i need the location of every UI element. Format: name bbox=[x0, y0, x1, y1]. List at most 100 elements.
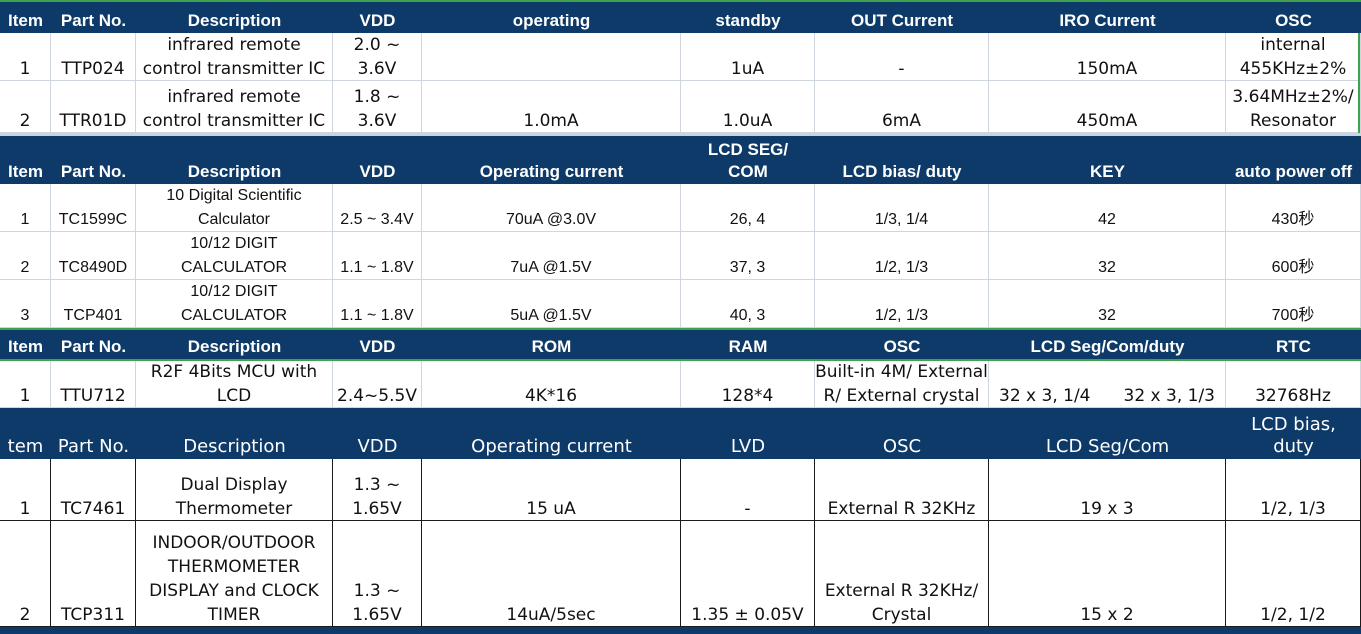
row-divider bbox=[0, 327, 1361, 328]
thermometer-cell-col8: 15 x 2 bbox=[989, 521, 1226, 627]
calculator-cell-col7: 1/3, 1/4 bbox=[815, 184, 989, 232]
ir-cell-col9: 3.64MHz±2%/ Resonator bbox=[1226, 81, 1361, 133]
calculator-cell-item: 1 bbox=[0, 184, 51, 232]
ir-cell-col7: 6mA bbox=[815, 81, 989, 133]
table-row: 1 TTP024 infrared remote control transmitt… bbox=[0, 33, 1361, 81]
ir-cell-col5 bbox=[422, 33, 681, 81]
calculator-cell-col5: 5uA @1.5V bbox=[422, 280, 681, 328]
calculator-header-description: Description bbox=[187, 162, 282, 181]
thermometer-header-vdd: VDD bbox=[357, 436, 398, 457]
thermometer-cell-part-no: TC7461 bbox=[51, 459, 136, 521]
calculator-cell-col8: 42 bbox=[989, 184, 1226, 232]
thermometer-header-item: tem bbox=[7, 436, 44, 457]
calculator-cell-part-no: TC1599C bbox=[51, 184, 136, 232]
ir-cell-part-no: TTP024 bbox=[51, 33, 136, 81]
table-row: 1 TTU712 R2F 4Bits MCU with LCD 2.4~5.5V 4K*… bbox=[0, 359, 1361, 408]
ir-header-item: Item bbox=[8, 11, 43, 30]
mcu-header-col8: LCD Seg/Com/duty bbox=[1030, 337, 1185, 356]
calculator-cell-item: 3 bbox=[0, 280, 51, 328]
thermometer-header-col7: OSC bbox=[882, 436, 922, 457]
ir-cell-description: infrared remote control transmitter IC bbox=[136, 81, 333, 133]
calculator-cell-part-no: TC8490D bbox=[51, 232, 136, 280]
thermometer-cell-description: Dual Display Thermometer bbox=[136, 459, 333, 521]
row-divider bbox=[0, 80, 1361, 81]
calculator-cell-col6: 40, 3 bbox=[681, 280, 815, 328]
ir-header-row: Item Part No. Description VDD operating stand… bbox=[0, 2, 1361, 33]
calculator-cell-col9: 430秒 bbox=[1226, 184, 1361, 232]
thermometer-cell-col6: 1.35 ± 0.05V bbox=[681, 521, 815, 627]
thermometer-header-col9: LCD bias, duty bbox=[1251, 414, 1336, 457]
calculator-header-item: Item bbox=[8, 162, 43, 181]
mcu-cell-col8-part: 32 x 3, 1/4 bbox=[999, 386, 1091, 406]
row-divider bbox=[0, 231, 1361, 232]
ir-cell-part-no: TTR01D bbox=[51, 81, 136, 133]
ir-cell-vdd: 2.0 ~ 3.6V bbox=[333, 33, 422, 81]
mcu-cell-part-no: TTU712 bbox=[51, 359, 136, 408]
calculator-cell-item: 2 bbox=[0, 232, 51, 280]
ir-header-col9: OSC bbox=[1275, 11, 1312, 30]
mcu-cell-vdd: 2.4~5.5V bbox=[333, 359, 422, 408]
calculator-header-col6: LCD SEG/ COM bbox=[707, 140, 789, 181]
row-divider bbox=[0, 279, 1361, 280]
calculator-cell-vdd: 2.5 ~ 3.4V bbox=[333, 184, 422, 232]
thermometer-cell-col5: 14uA/5sec bbox=[422, 521, 681, 627]
calculator-header-part-no: Part No. bbox=[60, 162, 127, 181]
calculator-header-row: Item Part No. Description VDD Operating curr… bbox=[0, 136, 1361, 184]
mcu-header-part-no: Part No. bbox=[60, 337, 127, 356]
calculator-cell-col7: 1/2, 1/3 bbox=[815, 232, 989, 280]
calculator-cell-col9: 600秒 bbox=[1226, 232, 1361, 280]
ir-header-col8: IRO Current bbox=[1059, 11, 1156, 30]
mcu-cell-col6: 128*4 bbox=[681, 359, 815, 408]
ir-cell-col5: 1.0mA bbox=[422, 81, 681, 133]
ir-header-vdd: VDD bbox=[359, 11, 396, 30]
calculator-header-vdd: VDD bbox=[359, 162, 396, 181]
thermometer-cell-col8: 19 x 3 bbox=[989, 459, 1226, 521]
thermometer-cell-vdd: 1.3 ~ 1.65V bbox=[333, 521, 422, 627]
row-divider bbox=[0, 626, 1361, 627]
ir-header-part-no: Part No. bbox=[60, 11, 127, 30]
bottom-band bbox=[0, 627, 1361, 634]
ir-header-col5: operating bbox=[512, 11, 591, 30]
thermometer-header-col8: LCD Seg/Com bbox=[1045, 436, 1170, 457]
calculator-cell-col8: 32 bbox=[989, 232, 1226, 280]
ir-cell-col8: 450mA bbox=[989, 81, 1226, 133]
ir-header-description: Description bbox=[187, 11, 282, 30]
mcu-cell-col8: 32 x 3, 1/4 32 x 3, 1/3 bbox=[989, 359, 1226, 408]
ir-cell-col8: 150mA bbox=[989, 33, 1226, 81]
table-row: 2 TCP311 INDOOR/OUTDOOR THERMOMETER DISPLA… bbox=[0, 521, 1361, 627]
thermometer-cell-col9: 1/2, 1/2 bbox=[1226, 521, 1361, 627]
thermometer-cell-col7: External R 32KHz bbox=[815, 459, 989, 521]
mcu-header-vdd: VDD bbox=[359, 337, 396, 356]
mcu-cell-col9: 32768Hz bbox=[1226, 359, 1361, 408]
calculator-cell-col6: 37, 3 bbox=[681, 232, 815, 280]
thermometer-cell-col9: 1/2, 1/3 bbox=[1226, 459, 1361, 521]
mcu-cell-description: R2F 4Bits MCU with LCD bbox=[136, 359, 333, 408]
thermometer-header-col5: Operating current bbox=[471, 436, 632, 457]
ir-cell-item: 2 bbox=[0, 81, 51, 133]
thermometer-header-description: Description bbox=[183, 436, 286, 457]
table-separator bbox=[0, 359, 1361, 361]
thermometer-cell-description: INDOOR/OUTDOOR THERMOMETER DISPLAY and C… bbox=[136, 521, 333, 627]
calculator-cell-col9: 700秒 bbox=[1226, 280, 1361, 328]
ir-header-col6: standby bbox=[715, 11, 781, 30]
mcu-header-col9: RTC bbox=[1276, 337, 1311, 356]
mcu-header-col7: OSC bbox=[883, 337, 921, 356]
mcu-header-item: Item bbox=[8, 337, 43, 356]
ir-cell-vdd: 1.8 ~ 3.6V bbox=[333, 81, 422, 133]
mcu-cell-col5: 4K*16 bbox=[422, 359, 681, 408]
row-divider bbox=[0, 520, 1361, 521]
calculator-header-col9: auto power off bbox=[1234, 162, 1353, 181]
thermometer-cell-item: 2 bbox=[0, 521, 51, 627]
mcu-header-row: Item Part No. Description VDD ROM RAM OSC LCD S… bbox=[0, 330, 1361, 359]
thermometer-header-col6: LVD bbox=[730, 436, 766, 457]
mcu-cell-item: 1 bbox=[0, 359, 51, 408]
table-separator bbox=[0, 133, 1361, 136]
ir-cell-col6: 1.0uA bbox=[681, 81, 815, 133]
table-row: 2 TC8490D 10/12 DIGIT CALCULATOR 1.1 ~ 1.8V… bbox=[0, 232, 1361, 280]
thermometer-cell-col6: - bbox=[681, 459, 815, 521]
calculator-header-col5: Operating current bbox=[479, 162, 624, 181]
calculator-header-col7: LCD bias/ duty bbox=[842, 162, 962, 181]
calculator-cell-part-no: TCP401 bbox=[51, 280, 136, 328]
calculator-cell-description: 10 Digital Scientific Calculator bbox=[136, 184, 333, 232]
